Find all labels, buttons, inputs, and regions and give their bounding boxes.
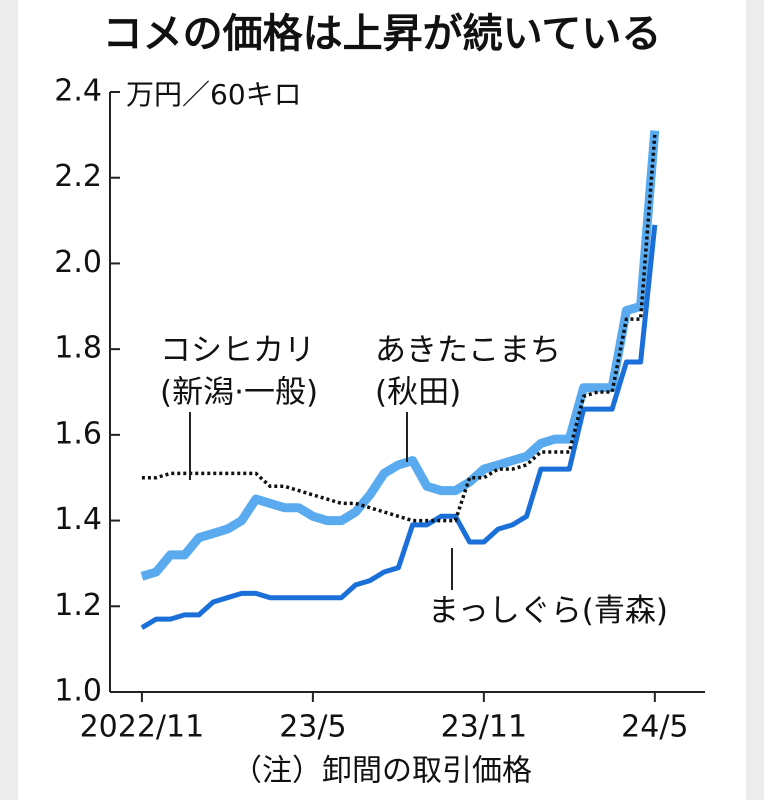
- series-line: [140, 130, 660, 581]
- y-tick-label: 1.2: [54, 588, 102, 623]
- y-tick-label: 1.4: [54, 502, 102, 537]
- x-tick-label: 2022/11: [80, 710, 205, 745]
- y-tick-label: 1.6: [54, 416, 102, 451]
- y-tick-label: 1.8: [54, 331, 102, 366]
- unit-label: 万円／60キロ: [126, 78, 302, 111]
- x-tick-label: 23/11: [441, 710, 527, 745]
- y-tick-label: 2.2: [54, 159, 102, 194]
- series-name: まっしぐら: [428, 593, 582, 629]
- series-region: (秋田): [375, 375, 461, 411]
- y-tick-label: 2.4: [54, 74, 102, 109]
- series-name: あきたこまち: [375, 333, 561, 369]
- note: （注）卸間の取引価格: [232, 754, 532, 789]
- chart-background: [18, 0, 746, 800]
- series-region: (新潟·一般): [160, 375, 318, 411]
- y-tick-label: 1.0: [54, 674, 102, 709]
- x-tick-label: 24/5: [621, 710, 688, 745]
- x-tick-label: 23/5: [279, 710, 346, 745]
- series-region: (青森): [582, 593, 668, 629]
- chart-title: コメの価格は上昇が続いている: [103, 11, 662, 57]
- series-label: まっしぐら(青森): [428, 593, 668, 629]
- series-line: [141, 134, 657, 523]
- y-tick-label: 2.0: [54, 245, 102, 280]
- series-line: [140, 224, 658, 630]
- series-name: コシヒカリ: [160, 333, 315, 369]
